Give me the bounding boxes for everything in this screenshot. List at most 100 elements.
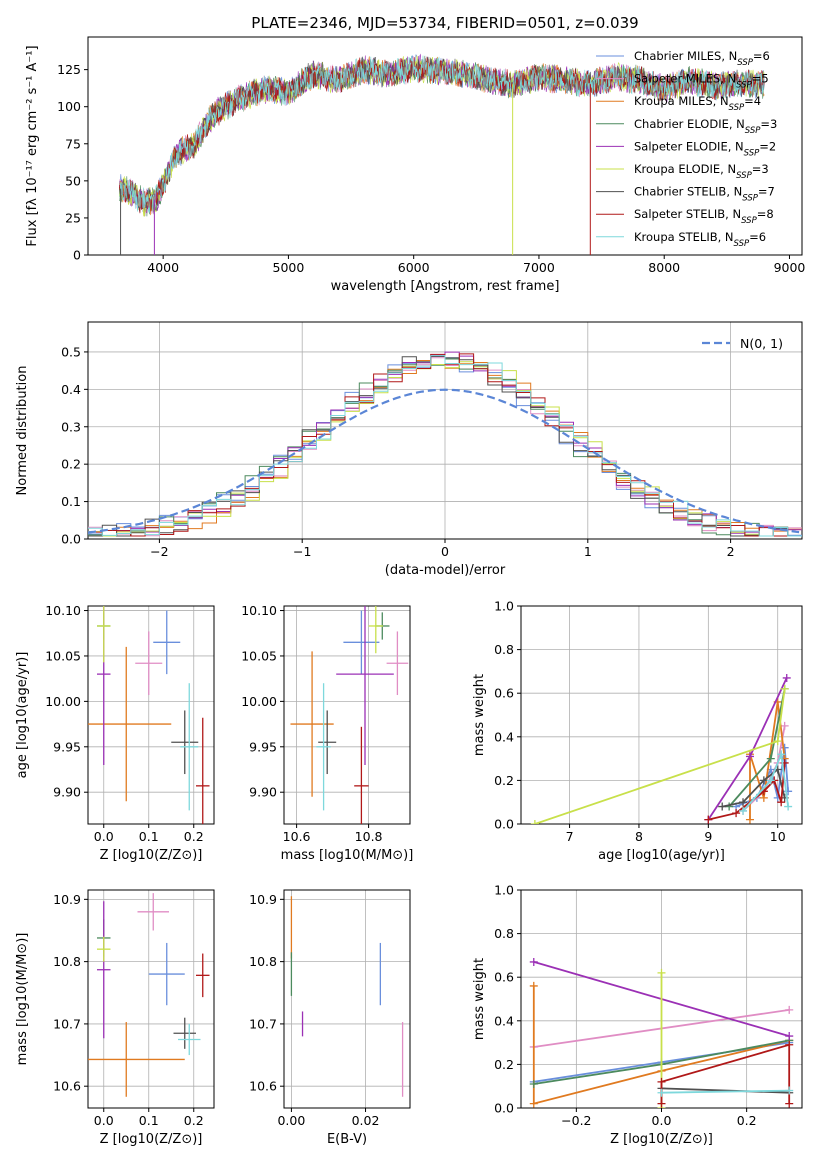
legend-label: Chabrier STELIB, NSSP=7 xyxy=(634,185,775,204)
x-tick-label: 10.6 xyxy=(283,829,311,844)
weight-marker xyxy=(777,798,786,807)
y-tick-label: 0.0 xyxy=(61,532,81,547)
x-tick-label: 0.2 xyxy=(184,1113,204,1128)
x-tick-label: 10 xyxy=(770,829,786,844)
y-tick-label: 0.5 xyxy=(61,344,81,359)
x-tick-label: 0.0 xyxy=(94,1113,114,1128)
weight-marker xyxy=(780,684,789,693)
x-tick-label: 0.1 xyxy=(139,829,159,844)
y-tick-label: 50 xyxy=(65,173,81,188)
y-tick-label: 0.4 xyxy=(494,1013,514,1028)
y-tick-label: 1.0 xyxy=(494,599,514,614)
legend-label-sub: SSP xyxy=(729,103,745,113)
mass-vs-Z-axes: 0.0 0.1 0.2 10.6 10.7 10.8 10.9 Z [log10(Z/Z⊙)]… xyxy=(15,889,215,1147)
y-tick-label: 10.6 xyxy=(53,1079,81,1094)
legend-label-sub: SSP xyxy=(736,171,752,181)
y-tick-label: 10.9 xyxy=(53,892,81,907)
legend-label-sub: SSP xyxy=(742,194,758,204)
legend-label-count: =3 xyxy=(752,162,769,176)
weight-marker xyxy=(529,957,538,966)
mass-weight-vs-Z-series xyxy=(529,957,794,1108)
y-tick-label: 10.10 xyxy=(241,603,277,618)
x-tick-label: −1 xyxy=(293,544,311,559)
y-axis-label: age [log10(age/yr)] xyxy=(15,652,30,779)
residual-histogram-axes: −2 −1 0 1 2 0.0 0.1 0.2 0.3 0.4 0.5 (data-model)/er… xyxy=(15,321,803,578)
x-tick-label: 0 xyxy=(441,544,449,559)
x-tick-label: 0.1 xyxy=(139,1113,159,1128)
y-tick-label: 0.6 xyxy=(494,686,514,701)
x-tick-label: 7000 xyxy=(523,260,555,275)
y-tick-label: 0.2 xyxy=(61,457,81,472)
x-tick-label: 1 xyxy=(584,544,592,559)
legend-label-base: Salpeter ELODIE, N xyxy=(634,139,744,153)
mass-vs-Z-points xyxy=(88,893,210,1097)
mass-vs-EBV-frame xyxy=(283,889,411,1109)
mass-weight-vs-age-series xyxy=(530,673,793,824)
age-vs-Z-axes: 0.0 0.1 0.2 9.90 9.95 10.00 10.05 10.10 Z [log10… xyxy=(15,603,215,863)
mass-vs-EBV-points xyxy=(290,896,404,1097)
legend-label: Salpeter ELODIE, NSSP=2 xyxy=(634,139,776,158)
legend-label-sub: SSP xyxy=(744,148,760,158)
weight-series-line xyxy=(742,750,789,812)
y-tick-label: 10.7 xyxy=(249,1016,277,1031)
y-tick-label: 0.8 xyxy=(494,642,514,657)
x-tick-label: 0.02 xyxy=(352,1113,380,1128)
age-vs-mass-axes: 10.6 10.8 9.90 9.95 10.00 10.05 10.10 mass [log… xyxy=(241,603,413,863)
weight-marker xyxy=(529,1099,538,1108)
y-tick-label: 0 xyxy=(73,248,81,263)
histogram-series xyxy=(88,355,802,537)
y-tick-label: 75 xyxy=(65,136,81,151)
weight-series-line xyxy=(660,1043,791,1104)
legend-label-sub: SSP xyxy=(741,216,757,226)
weight-marker xyxy=(780,721,789,730)
age-vs-Z-points xyxy=(88,606,210,824)
weight-marker xyxy=(773,737,782,746)
weight-marker xyxy=(657,1099,666,1108)
weight-series-line xyxy=(661,1087,790,1094)
weight-marker xyxy=(745,752,754,761)
y-tick-label: 10.00 xyxy=(241,694,277,709)
y-tick-label: 9.95 xyxy=(53,739,81,754)
weight-marker xyxy=(529,1080,538,1089)
x-axis-label: wavelength [Angstrom, rest frame] xyxy=(331,279,560,294)
weight-marker xyxy=(657,1088,666,1097)
x-axis-label: E(B-V) xyxy=(327,1132,367,1147)
spectrum-axes: 4000 5000 6000 7000 8000 9000 0 25 50 75 100 125 wav… xyxy=(25,36,805,294)
figure-title: PLATE=2346, MJD=53734, FIBERID=0501, z=0… xyxy=(251,14,638,32)
legend-label-base: Kroupa ELODIE, N xyxy=(634,162,736,176)
histogram-steps xyxy=(88,351,802,537)
legend-label-count: =4 xyxy=(744,94,761,108)
y-tick-label: 10.10 xyxy=(45,603,81,618)
histogram-legend: N(0, 1) xyxy=(702,336,783,351)
weight-marker xyxy=(759,776,768,785)
spectrum-lines xyxy=(119,53,765,255)
y-tick-label: 10.05 xyxy=(45,648,81,663)
y-tick-label: 10.05 xyxy=(241,648,277,663)
spectrum-frame xyxy=(87,36,803,256)
legend-label-base: Kroupa MILES, N xyxy=(634,94,729,108)
weight-series-line xyxy=(708,762,786,821)
x-axis-label: mass [log10(M/M⊙)] xyxy=(281,848,414,863)
spectrum-series-line xyxy=(119,55,765,213)
residual-histogram-frame xyxy=(87,321,803,540)
y-tick-label: 0.0 xyxy=(494,1101,514,1116)
legend-label-count: =6 xyxy=(749,230,766,244)
x-tick-label: −0.2 xyxy=(561,1113,591,1128)
normal-reference-curve xyxy=(88,388,800,534)
legend-label-sub: SSP xyxy=(745,126,761,136)
weight-marker xyxy=(657,968,666,977)
weight-marker xyxy=(766,776,775,785)
legend-label: Salpeter MILES, NSSP=5 xyxy=(634,72,769,91)
x-tick-label: 0.0 xyxy=(652,1113,672,1128)
weight-marker xyxy=(785,1005,794,1014)
y-tick-label: 0.1 xyxy=(61,494,81,509)
y-tick-label: 10.00 xyxy=(45,694,81,709)
weight-marker xyxy=(530,820,539,824)
mass-vs-Z-frame xyxy=(87,889,215,1109)
weight-marker xyxy=(785,1040,794,1049)
x-tick-label: −2 xyxy=(150,544,168,559)
weight-marker xyxy=(784,802,793,811)
x-axis-label: Z [log10(Z/Z⊙)] xyxy=(100,848,203,863)
y-tick-label: 0.4 xyxy=(494,729,514,744)
weight-marker xyxy=(780,743,789,752)
